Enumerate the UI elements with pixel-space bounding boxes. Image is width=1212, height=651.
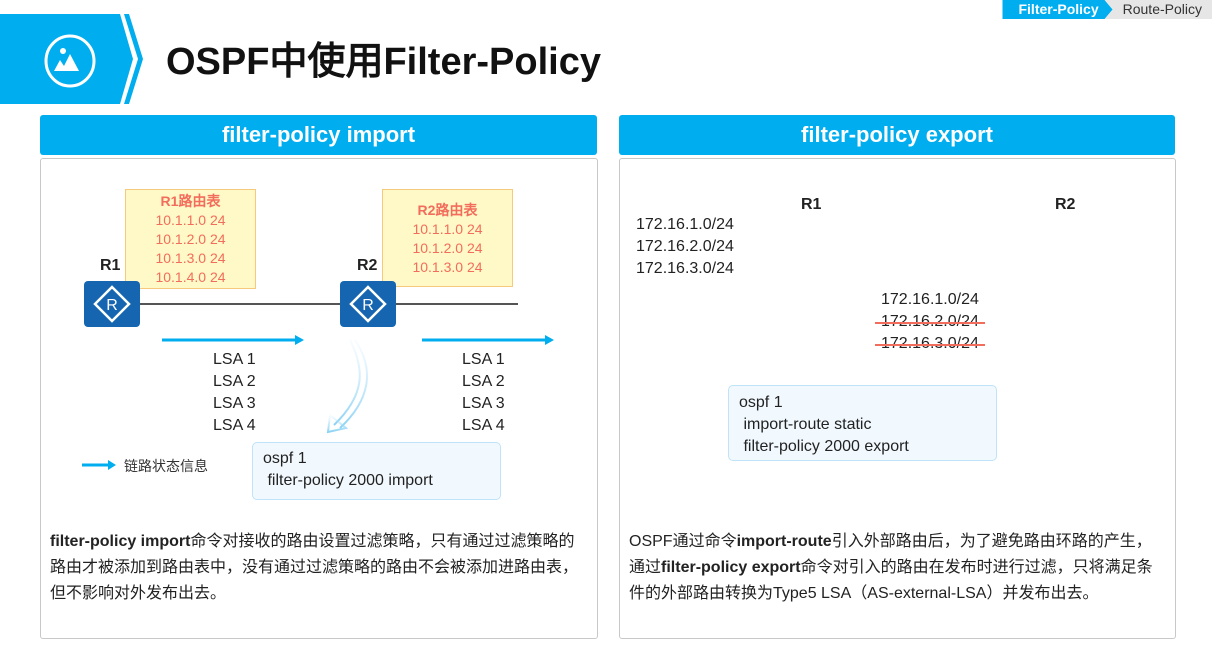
export-description: OSPF通过命令import-route引入外部路由后，为了避免路由环路的产生，…	[629, 533, 1153, 602]
static-routes: 172.16.1.0/24 172.16.2.0/24 172.16.3.0/2…	[636, 216, 734, 277]
title-banner	[0, 14, 145, 104]
import-config-box: ospf 1 filter-policy 2000 import	[252, 442, 501, 500]
breadcrumb-route-policy[interactable]: Route-Policy	[1104, 0, 1212, 19]
export-config-box: ospf 1 import-route static filter-policy…	[728, 385, 997, 461]
breadcrumb-filter-policy[interactable]: Filter-Policy	[1002, 0, 1112, 19]
r1-routing-table: R1路由表 10.1.1.0 24 10.1.2.0 24 10.1.3.0 2…	[125, 189, 256, 289]
router-icon: R	[340, 281, 396, 327]
route-filtered: 172.16.3.0/24	[881, 335, 979, 352]
link-line	[140, 303, 518, 305]
image-icon	[44, 34, 96, 88]
import-description: filter-policy import命令对接收的路由设置过滤策略，只有通过过…	[50, 533, 579, 602]
route-filtered: 172.16.2.0/24	[881, 313, 979, 330]
svg-text:R: R	[362, 297, 374, 314]
r1-label: R1	[100, 257, 121, 274]
export-panel-header: filter-policy export	[619, 115, 1175, 155]
r2-label: R2	[1055, 196, 1076, 213]
lsa-list-right: LSA 1 LSA 2 LSA 3 LSA 4	[462, 351, 505, 434]
breadcrumb: Filter-Policy Route-Policy	[1002, 0, 1212, 19]
svg-text:R: R	[106, 297, 118, 314]
lsa-list-left: LSA 1 LSA 2 LSA 3 LSA 4	[213, 351, 256, 434]
page-title: OSPF中使用Filter-Policy	[166, 41, 601, 83]
r2-label: R2	[357, 257, 378, 274]
advertised-routes: 172.16.1.0/24 172.16.2.0/24 172.16.3.0/2…	[881, 289, 979, 355]
import-panel-header: filter-policy import	[40, 115, 597, 155]
r2-routing-table: R2路由表 10.1.1.0 24 10.1.2.0 24 10.1.3.0 2…	[382, 189, 513, 287]
r1-label: R1	[801, 196, 822, 213]
route-advertised: 172.16.1.0/24	[881, 291, 979, 308]
legend-label: 链路状态信息	[124, 459, 208, 475]
router-icon: R	[84, 281, 140, 327]
